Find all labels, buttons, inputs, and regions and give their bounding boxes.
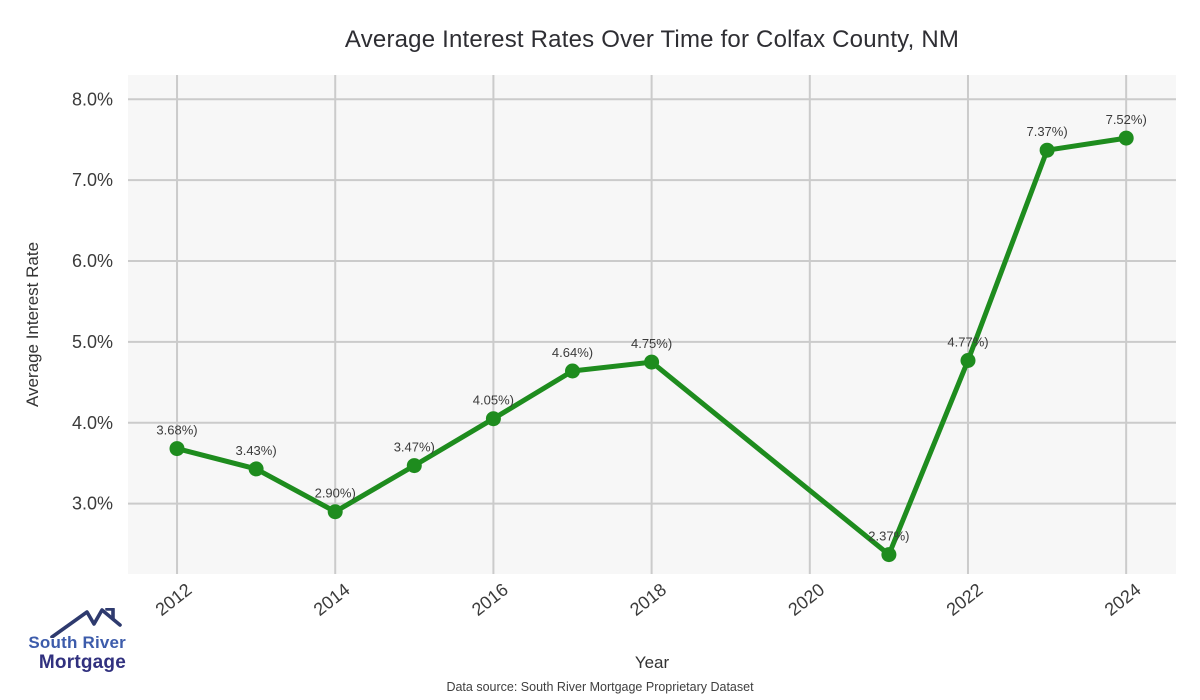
x-axis-label: Year	[635, 653, 670, 672]
logo-text: South River Mortgage	[16, 633, 126, 674]
data-point	[565, 363, 580, 379]
data-point-label: 2.37%)	[868, 529, 909, 544]
x-tick-label: 2014	[310, 579, 354, 619]
x-tick-label: 2020	[784, 579, 828, 619]
data-point-label: 4.05%)	[473, 393, 514, 408]
data-source-caption: Data source: South River Mortgage Propri…	[446, 680, 754, 694]
data-point	[248, 461, 264, 477]
y-axis-label: Average Interest Rate	[23, 242, 42, 407]
data-point-label: 3.43%)	[235, 443, 276, 458]
data-point	[1039, 142, 1055, 158]
logo-line-mortgage: Mortgage	[38, 651, 126, 673]
y-tick-label: 8.0%	[72, 89, 113, 109]
data-point-label: 2.90%)	[315, 486, 356, 501]
data-point	[960, 353, 976, 368]
data-point	[881, 547, 897, 563]
x-tick-label: 2018	[626, 579, 670, 619]
house-roof-icon	[50, 608, 122, 638]
y-tick-label: 5.0%	[72, 332, 113, 352]
chart-title: Average Interest Rates Over Time for Col…	[344, 26, 960, 53]
x-tick-label: 2016	[468, 579, 512, 619]
y-tick-label: 4.0%	[72, 413, 113, 433]
data-point-label: 4.64%)	[552, 345, 593, 360]
data-point	[406, 458, 422, 474]
y-tick-label: 3.0%	[72, 494, 113, 514]
data-point	[485, 411, 501, 427]
south-river-mortgage-logo: South River Mortgage	[16, 608, 128, 692]
data-point-label: 7.37%)	[1026, 124, 1067, 139]
logo-line-south-river: South River	[28, 633, 126, 652]
data-point-label: 3.68%)	[156, 423, 197, 438]
x-tick-label: 2024	[1101, 579, 1145, 619]
y-tick-label: 6.0%	[72, 251, 113, 271]
data-point	[644, 354, 660, 370]
data-point-label: 7.52%)	[1106, 112, 1147, 127]
data-point	[1118, 130, 1134, 146]
x-tick-label: 2022	[943, 579, 987, 619]
data-point-label: 4.77%)	[947, 335, 988, 350]
data-point	[327, 504, 343, 520]
y-tick-label: 7.0%	[72, 170, 113, 190]
data-point-label: 4.75%)	[631, 336, 672, 351]
x-tick-label: 2012	[152, 579, 196, 619]
data-point	[169, 441, 185, 457]
data-point-label: 3.47%)	[394, 440, 435, 455]
